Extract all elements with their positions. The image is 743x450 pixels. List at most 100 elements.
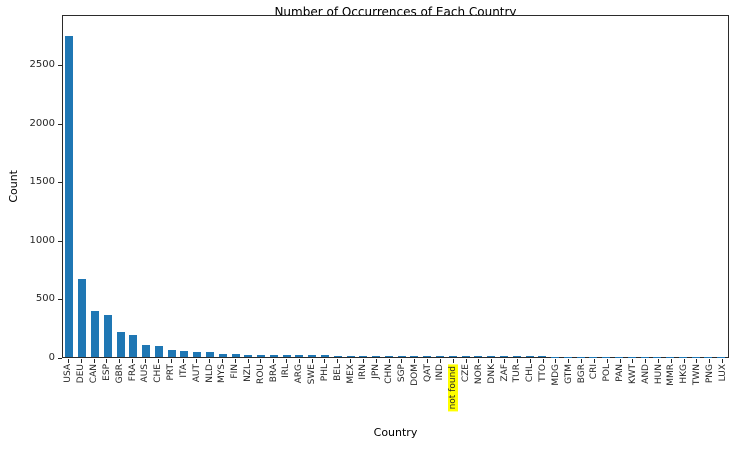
x-tick-label-USA: USA — [63, 364, 74, 383]
y-tick-mark — [58, 65, 62, 67]
x-tick-mark — [645, 359, 647, 363]
x-tick-slot — [511, 359, 524, 363]
x-label-slot: BEL — [331, 364, 344, 381]
bar-slot — [574, 16, 587, 357]
x-label-slot: ZAF — [498, 364, 511, 382]
x-tick-label-JPN: JPN — [371, 364, 382, 379]
bar-slot — [293, 16, 306, 357]
bar-slot — [191, 16, 204, 357]
x-tick-slot — [460, 359, 473, 363]
bar-slot — [536, 16, 549, 357]
x-tick-label-MMR: MMR — [666, 364, 677, 386]
bar-slot — [638, 16, 651, 357]
x-tick-mark — [170, 359, 172, 363]
x-tick-mark — [324, 359, 326, 363]
x-tick-mark — [593, 359, 595, 363]
bar-ESP — [103, 315, 112, 357]
bar-slot — [613, 16, 626, 357]
bar-NLD — [205, 352, 214, 357]
x-tick-slot — [165, 359, 178, 363]
x-label-slot: KWT — [626, 364, 639, 384]
bar-slot — [63, 16, 76, 357]
x-tick-slot — [319, 359, 332, 363]
x-tick-mark — [555, 359, 557, 363]
bar-BRA — [269, 355, 278, 357]
x-tick-label-QAT: QAT — [422, 364, 433, 383]
x-tick-label-CAN: CAN — [89, 364, 100, 384]
x-label-slot: IRL — [280, 364, 293, 378]
x-tick-label-MEX: MEX — [345, 364, 356, 384]
x-tick-mark — [722, 359, 724, 363]
x-tick-label-CHE: CHE — [153, 364, 164, 383]
y-tick-label-500: 500 — [35, 293, 55, 305]
x-tick-slot — [703, 359, 716, 363]
x-label-slot: DEU — [75, 364, 88, 383]
bar-ZAF — [499, 356, 508, 357]
x-tick-mark — [427, 359, 429, 363]
bar-SGP — [397, 355, 406, 357]
bar-BEL — [333, 355, 342, 357]
x-tick-label-AND: AND — [640, 364, 651, 384]
x-label-slot: not found — [447, 364, 460, 412]
x-label-slot: POL — [601, 364, 614, 382]
x-tick-mark — [337, 359, 339, 363]
x-tick-slot — [537, 359, 550, 363]
x-tick-mark — [504, 359, 506, 363]
x-tick-slot — [113, 359, 126, 363]
x-tick-label-PNG: PNG — [704, 364, 715, 384]
x-label-slot: AUS — [139, 364, 152, 382]
x-tick-label-CHL: CHL — [525, 364, 536, 383]
x-label-slot: CAN — [88, 364, 101, 383]
x-label-slot: MYS — [216, 364, 229, 383]
bar-CHL — [525, 356, 534, 357]
bar-slot — [216, 16, 229, 357]
x-tick-slot — [447, 359, 460, 363]
x-tick-label-FIN: FIN — [230, 364, 241, 379]
x-tick-mark — [568, 359, 570, 363]
bar-slot — [561, 16, 574, 357]
x-tick-slot — [434, 359, 447, 363]
bar-slot — [587, 16, 600, 357]
x-tick-label-MYS: MYS — [217, 364, 228, 383]
x-tick-slot — [601, 359, 614, 363]
x-label-slot: ESP — [100, 364, 113, 381]
bar-slot — [664, 16, 677, 357]
x-tick-label-MDG: MDG — [550, 364, 561, 386]
x-tick-mark — [273, 359, 275, 363]
x-tick-slot — [614, 359, 627, 363]
x-tick-mark — [221, 359, 223, 363]
bar-slot — [268, 16, 281, 357]
x-tick-label-ARG: ARG — [294, 364, 305, 384]
x-tick-slot — [216, 359, 229, 363]
x-label-slot: AUT — [190, 364, 203, 382]
bar-slot — [280, 16, 293, 357]
x-tick-mark — [452, 359, 454, 363]
x-tick-slot — [267, 359, 280, 363]
x-tick-label-TUR: TUR — [512, 364, 523, 383]
x-tick-mark — [375, 359, 377, 363]
x-label-slot: PRT — [165, 364, 178, 381]
bar-PHL — [321, 355, 330, 357]
x-tick-mark — [157, 359, 159, 363]
x-tick-slot — [498, 359, 511, 363]
y-tick-mark — [58, 299, 62, 301]
x-tick-label-ROU: ROU — [255, 364, 266, 384]
x-axis-tick-labels: USA DEU CAN ESP GBR FRA AUS CHE PRT ITA AUT NLD MYS F… — [62, 364, 729, 412]
x-tick-mark — [80, 359, 82, 363]
x-label-slot: BRA — [267, 364, 280, 382]
bar-CAN — [90, 311, 99, 357]
bar-slot — [165, 16, 178, 357]
bar-DOM — [410, 355, 419, 357]
x-tick-mark — [414, 359, 416, 363]
x-tick-mark — [658, 359, 659, 363]
x-tick-mark — [491, 359, 493, 363]
bar-QAT — [423, 356, 432, 357]
y-tick-label-2500: 2500 — [29, 59, 55, 71]
bar-slot — [677, 16, 690, 357]
x-label-slot: GBR — [113, 364, 126, 383]
x-tick-label-TTO: TTO — [538, 364, 549, 382]
bar-slot — [472, 16, 485, 357]
x-tick-mark — [93, 359, 95, 363]
x-axis-tick-marks — [62, 359, 729, 363]
x-label-slot: MDG — [549, 364, 562, 386]
